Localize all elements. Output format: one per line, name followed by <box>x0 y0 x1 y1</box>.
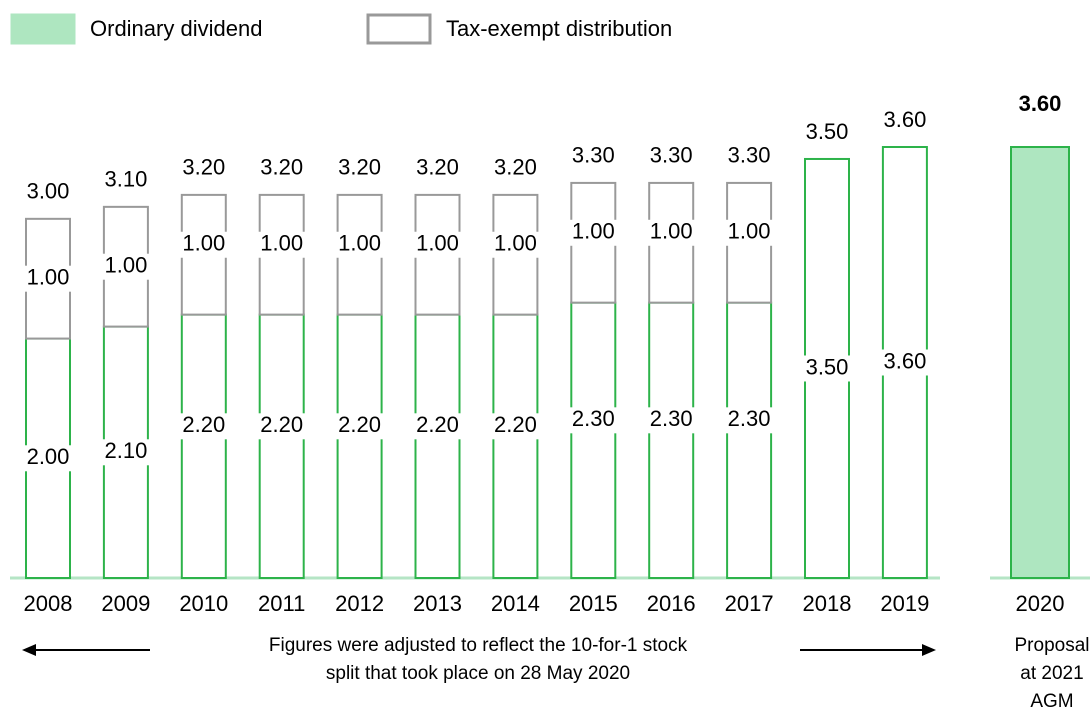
data-label: 3.50 <box>806 119 849 144</box>
label-bg <box>333 231 386 258</box>
annotation: split that took place on 28 May 2020 <box>326 663 630 684</box>
label-bg <box>255 231 308 258</box>
data-label: 3.60 <box>1019 91 1062 116</box>
data-label: 1.00 <box>338 231 381 256</box>
annotation: AGM <box>1030 691 1073 712</box>
label-bg <box>723 219 776 246</box>
data-label: 2.20 <box>182 412 225 437</box>
data-label: 3.00 <box>27 179 70 204</box>
data-label: 2.20 <box>260 412 303 437</box>
data-label: 2.00 <box>27 444 70 469</box>
data-label: 1.00 <box>104 253 147 278</box>
x-tick-label: 2015 <box>569 591 618 616</box>
label-bg <box>489 231 542 258</box>
label-bg <box>567 407 620 434</box>
data-label: 1.00 <box>728 219 771 244</box>
x-tick-label: 2017 <box>725 591 774 616</box>
label-bg <box>333 413 386 440</box>
x-tick-label: 2012 <box>335 591 384 616</box>
data-label: 3.10 <box>104 167 147 192</box>
x-tick-label: 2016 <box>647 591 696 616</box>
data-label: 3.20 <box>416 155 459 180</box>
bar-segment <box>648 301 695 579</box>
x-tick-label: 2013 <box>413 591 462 616</box>
data-label: 2.30 <box>728 406 771 431</box>
x-tick-label: 2019 <box>880 591 929 616</box>
data-label: 3.20 <box>260 155 303 180</box>
label-bg <box>99 253 152 280</box>
x-tick-label: 2018 <box>803 591 852 616</box>
data-label: 1.00 <box>182 231 225 256</box>
data-label: 3.20 <box>494 155 537 180</box>
x-tick-label: 2011 <box>258 591 305 616</box>
bar-segment <box>336 313 383 579</box>
data-label: 1.00 <box>494 231 537 256</box>
label-bg <box>177 231 230 258</box>
bar-segment <box>726 301 773 579</box>
bar-segment <box>1010 146 1070 579</box>
bar-segment <box>258 313 305 579</box>
data-label: 3.60 <box>883 107 926 132</box>
bar-segment <box>414 313 461 579</box>
data-label: 3.60 <box>883 348 926 373</box>
data-label: 3.20 <box>338 155 381 180</box>
data-label: 2.10 <box>104 438 147 463</box>
label-bg <box>645 407 698 434</box>
label-bg <box>99 439 152 466</box>
label-bg <box>22 265 74 292</box>
x-tick-label: 2020 <box>1016 591 1065 616</box>
label-bg <box>801 355 853 382</box>
label-bg <box>645 219 698 246</box>
label-bg <box>411 231 464 258</box>
data-label: 2.20 <box>338 412 381 437</box>
data-label: 1.00 <box>650 219 693 244</box>
x-tick-label: 2008 <box>24 591 73 616</box>
label-bg <box>489 413 542 440</box>
annotation: Figures were adjusted to reflect the 10-… <box>269 635 688 656</box>
bar-segment <box>180 313 227 579</box>
label-bg <box>878 349 931 376</box>
data-label: 2.20 <box>494 412 537 437</box>
legend-swatch <box>10 13 76 45</box>
x-tick-label: 2010 <box>179 591 228 616</box>
arrow-head <box>22 644 36 656</box>
legend-label: Ordinary dividend <box>90 16 262 41</box>
annotation: Proposal <box>1015 635 1090 656</box>
data-label: 3.20 <box>182 155 225 180</box>
label-bg <box>22 445 74 472</box>
data-label: 2.30 <box>650 406 693 431</box>
label-bg <box>177 413 230 440</box>
label-bg <box>723 407 776 434</box>
data-label: 1.00 <box>27 265 70 290</box>
label-bg <box>411 413 464 440</box>
bar-segment <box>492 313 539 579</box>
data-label: 2.30 <box>572 406 615 431</box>
legend-label: Tax-exempt distribution <box>446 16 672 41</box>
data-label: 3.30 <box>728 143 771 168</box>
x-tick-label: 2009 <box>101 591 150 616</box>
data-label: 2.20 <box>416 412 459 437</box>
x-tick-label: 2014 <box>491 591 540 616</box>
label-bg <box>255 413 308 440</box>
annotation: at 2021 <box>1020 663 1083 684</box>
data-label: 3.30 <box>650 143 693 168</box>
label-bg <box>567 219 620 246</box>
data-label: 3.30 <box>572 143 615 168</box>
data-label: 1.00 <box>572 219 615 244</box>
legend-swatch <box>366 13 432 45</box>
data-label: 3.50 <box>806 354 849 379</box>
bar-segment <box>570 301 617 579</box>
data-label: 1.00 <box>416 231 459 256</box>
data-label: 1.00 <box>260 231 303 256</box>
arrow-head <box>922 644 936 656</box>
